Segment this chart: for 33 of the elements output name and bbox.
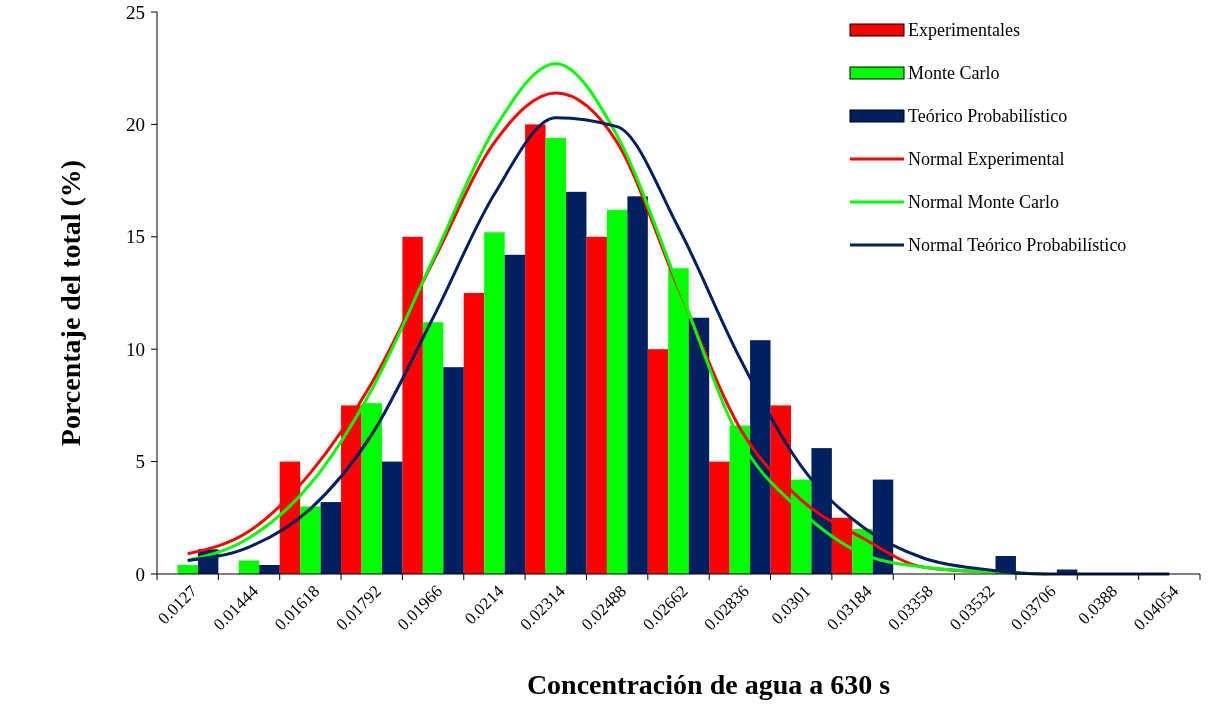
legend-label: Normal Teórico Probabilístico [908,235,1127,256]
bar [381,461,403,574]
bar [566,191,587,574]
bar [627,196,648,574]
y-tick-label: 15 [126,226,145,248]
y-tick-label: 20 [126,114,145,136]
legend-label: Experimentales [908,20,1020,41]
bar [484,232,505,574]
legend-label: Normal Experimental [908,149,1065,170]
bar [688,317,710,574]
bar [320,502,342,574]
bar [586,236,607,574]
bar [545,137,567,574]
bar [422,322,444,574]
bar [300,506,321,574]
y-tick-label: 0 [135,563,145,585]
bar [709,461,730,574]
y-tick-label: 10 [126,338,145,360]
bar [259,565,280,574]
bar [443,367,464,574]
y-tick-label: 5 [135,451,145,473]
bar [647,349,669,574]
legend-label: Normal Monte Carlo [908,192,1059,213]
bar [463,293,485,574]
legend-label: Monte Carlo [908,63,1000,84]
bar [504,254,526,574]
y-tick-label: 25 [126,1,145,23]
bar [606,209,628,574]
legend-label: Teórico Probabilístico [908,106,1068,127]
bar [177,565,198,574]
bar [525,124,546,574]
x-axis-title: Concentración de agua a 630 s [526,669,891,700]
y-axis-title: Porcentaje del total (%) [55,159,86,447]
